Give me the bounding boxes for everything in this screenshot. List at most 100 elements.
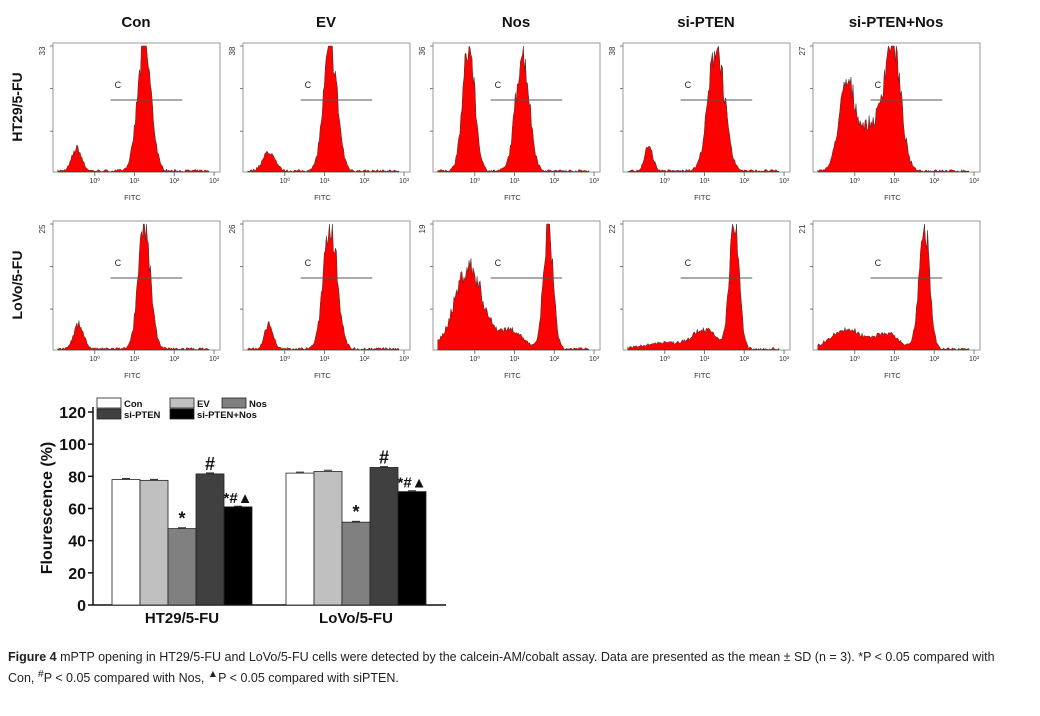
x-tick-label: 10¹ (509, 356, 520, 363)
gate-label: C (115, 80, 122, 90)
histogram-xlabel: FITC (694, 371, 711, 380)
bar (285, 472, 315, 606)
x-tick-label: 10⁰ (279, 177, 290, 185)
x-tick-label: 10⁰ (469, 177, 480, 185)
x-tick-label: 10³ (589, 356, 600, 363)
x-tick-label: 10¹ (699, 356, 710, 363)
x-tick-label: 10⁰ (659, 355, 670, 363)
figure-caption: Figure 4 mPTP opening in HT29/5-FU and L… (8, 649, 1018, 687)
x-tick-label: 10¹ (889, 356, 900, 363)
histogram-panel: 26 10⁰ 10¹ 10² 10³ FITC C (228, 220, 411, 380)
histogram-ymax-label: 22 (608, 224, 617, 233)
histogram-panel: 36 10⁰ 10¹ 10² 10³ FITC C (418, 42, 601, 202)
bar (167, 528, 197, 606)
y-tick-label: 120 (59, 405, 86, 422)
x-tick-label: 10¹ (319, 178, 330, 185)
histogram-ymax-label: 38 (608, 46, 617, 55)
figure-canvas: Con EV Nos si-PTEN si-PTEN+Nos HT29/5-FU LoVo/… (9, 14, 981, 627)
x-tick-label: 10⁰ (469, 355, 480, 363)
histogram-ymax-label: 19 (418, 224, 427, 233)
histogram-ymax-label: 36 (418, 46, 427, 55)
histogram-area (57, 45, 210, 173)
x-tick-label: 10¹ (319, 356, 330, 363)
column-title: Con (121, 14, 150, 31)
x-tick-label: 10² (549, 178, 560, 185)
histogram-xlabel: FITC (504, 371, 521, 380)
significance-mark: * (352, 502, 359, 522)
x-tick-label: 10³ (969, 178, 980, 185)
histogram-panel: 27 10⁰ 10¹ 10² 10³ FITC C (798, 42, 981, 202)
bar-chart: 0 20 40 60 80 100 120 Flourescence (%) * # *#▲ HT29… (39, 405, 446, 627)
y-tick-label: 20 (68, 566, 86, 583)
histogram-xlabel: FITC (884, 371, 901, 380)
x-tick-label: 10² (359, 178, 370, 185)
y-tick-label: 0 (77, 598, 86, 615)
x-tick-label: 10¹ (699, 178, 710, 185)
y-tick-label: 100 (59, 437, 86, 454)
x-tick-label: 10³ (399, 356, 410, 363)
x-tick-label: 10³ (779, 356, 790, 363)
histogram-area (627, 45, 780, 173)
legend-label: si-PTEN+Nos (197, 410, 257, 421)
x-tick-label: 10⁰ (659, 177, 670, 185)
histogram-area (57, 223, 210, 351)
bar (139, 479, 169, 606)
x-tick-label: 10⁰ (89, 177, 100, 185)
legend-label: si-PTEN (124, 410, 161, 421)
bar (223, 506, 253, 606)
bar (195, 473, 225, 606)
caption-text: P < 0.05 compared with Nos, (43, 671, 208, 686)
histogram-ymax-label: 26 (228, 224, 237, 233)
significance-mark: # (205, 454, 215, 474)
histogram-panel: 21 10⁰ 10¹ 10² 10³ FITC C (798, 220, 981, 380)
legend-swatch (221, 397, 247, 409)
histogram-ymax-label: 33 (38, 46, 47, 55)
legend: Con EV Nos si-PTEN si-PTEN+Nos (96, 397, 267, 421)
x-tick-label: 10³ (779, 178, 790, 185)
legend-swatch (96, 408, 122, 420)
x-tick-label: 10³ (589, 178, 600, 185)
gate-label: C (685, 258, 692, 268)
histogram-frame (812, 220, 981, 351)
histogram-ymax-label: 27 (798, 46, 807, 55)
histogram-panel: 33 10⁰ 10¹ 10² 10³ FITC C (38, 42, 221, 202)
histogram-panel: 38 10⁰ 10¹ 10² 10³ FITC C (608, 42, 791, 202)
gate-label: C (305, 80, 312, 90)
histogram-xlabel: FITC (694, 193, 711, 202)
bar (313, 471, 343, 606)
x-tick-label: 10³ (209, 178, 220, 185)
histogram-ymax-label: 25 (38, 224, 47, 233)
y-tick-label: 40 (68, 534, 86, 551)
histogram-panel: 19 10⁰ 10¹ 10² 10³ FITC C (418, 220, 601, 380)
bar (111, 479, 141, 606)
x-tick-label: 10² (929, 178, 940, 185)
x-tick-label: 10³ (399, 178, 410, 185)
x-tick-label: 10¹ (129, 356, 140, 363)
histogram-xlabel: FITC (884, 193, 901, 202)
histogram-panel: 22 10⁰ 10¹ 10² 10³ FITC C (608, 220, 791, 380)
histogram-xlabel: FITC (504, 193, 521, 202)
caption-text: P < 0.05 compared with siPTEN. (218, 671, 399, 686)
x-tick-label: 10⁰ (849, 177, 860, 185)
x-tick-label: 10² (169, 356, 180, 363)
significance-mark: *#▲ (223, 490, 252, 507)
x-tick-label: 10¹ (129, 178, 140, 185)
y-axis-label: Flourescence (%) (39, 442, 56, 574)
row-label: LoVo/5-FU (9, 251, 25, 320)
legend-label: Con (124, 399, 143, 410)
column-title: EV (316, 14, 336, 31)
x-tick-label: 10² (929, 356, 940, 363)
x-tick-label: 10⁰ (89, 355, 100, 363)
x-tick-label: 10² (359, 356, 370, 363)
gate-label: C (875, 80, 882, 90)
gate-label: C (685, 80, 692, 90)
x-tick-label: 10³ (209, 356, 220, 363)
histogram-area (817, 45, 970, 173)
y-tick-label: 60 (68, 502, 86, 519)
x-tick-label: 10² (549, 356, 560, 363)
x-category-label: LoVo/5-FU (319, 610, 393, 627)
column-title: si-PTEN (677, 14, 735, 31)
caption-sup-triangle: ▲ (207, 669, 219, 680)
histogram-ymax-label: 21 (798, 224, 807, 233)
histogram-ymax-label: 38 (228, 46, 237, 55)
